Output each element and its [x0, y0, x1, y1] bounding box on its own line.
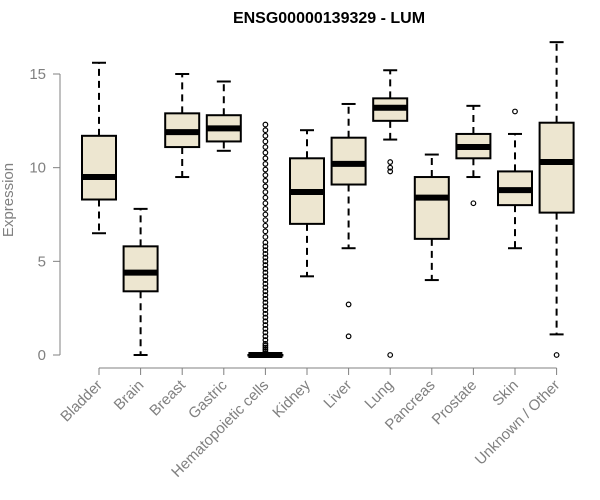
- outlier-point: [262, 250, 269, 257]
- x-tick-label: Brain: [111, 377, 148, 414]
- outlier-point: [262, 277, 269, 283]
- outlier-point: [262, 183, 269, 190]
- outlier-point: [262, 325, 269, 332]
- outlier-point: [262, 239, 269, 246]
- outlier-point: [262, 138, 269, 145]
- outlier-point: [262, 280, 269, 287]
- y-axis-label: Expression: [0, 163, 17, 237]
- outlier-point: [262, 247, 269, 253]
- outlier-point: [262, 269, 269, 276]
- outlier-point: [262, 318, 269, 325]
- outlier-point: [262, 314, 269, 321]
- y-tick-label: 10: [29, 160, 46, 177]
- box-brain: [122, 207, 159, 356]
- outlier-point: [262, 222, 269, 229]
- y-tick-label: 0: [38, 347, 46, 364]
- box-lung: [372, 69, 409, 358]
- outlier-point: [262, 265, 269, 272]
- outlier-point: [262, 295, 269, 302]
- outlier-point: [262, 346, 269, 353]
- box-gastric: [205, 80, 242, 152]
- outlier-point: [262, 166, 269, 173]
- outlier-point: [262, 121, 269, 128]
- outlier-point: [262, 211, 269, 218]
- x-tick-label: Breast: [146, 376, 189, 419]
- box-body: [413, 176, 450, 240]
- outlier-point: [553, 352, 560, 358]
- box-body: [538, 121, 575, 214]
- box-unknown-other: [538, 41, 575, 358]
- outlier-point: [262, 288, 269, 295]
- outlier-point: [262, 258, 269, 265]
- outlier-point: [262, 234, 269, 240]
- outlier-point: [262, 217, 269, 224]
- outlier-point: [262, 194, 269, 201]
- box-liver: [330, 102, 367, 340]
- outlier-point: [262, 127, 269, 134]
- outlier-point: [387, 168, 394, 175]
- box-pancreas: [413, 153, 450, 282]
- outlier-point: [262, 155, 269, 162]
- outlier-point: [345, 301, 352, 308]
- outlier-point: [262, 273, 269, 280]
- outlier-point: [262, 322, 269, 328]
- outlier-point: [262, 303, 269, 310]
- outlier-point: [262, 228, 269, 235]
- box-body: [122, 245, 159, 293]
- outlier-point: [262, 177, 269, 184]
- outlier-point: [262, 161, 269, 167]
- x-tick-label: Lung: [361, 377, 397, 413]
- box-skin: [497, 108, 533, 250]
- outlier-point: [262, 292, 269, 298]
- outlier-point: [512, 108, 518, 115]
- box-hematopoietic-cells: [247, 121, 284, 358]
- outlier-point: [470, 200, 477, 207]
- x-tick-label: Prostate: [429, 377, 481, 429]
- outlier-point: [262, 189, 269, 195]
- x-tick-label: Liver: [320, 377, 355, 412]
- outlier-point: [387, 352, 394, 358]
- outlier-point: [262, 200, 269, 207]
- outlier-point: [262, 299, 269, 306]
- outlier-point: [262, 310, 269, 317]
- outlier-point: [262, 342, 269, 349]
- outlier-point: [262, 262, 269, 268]
- x-tick-label: Kidney: [269, 376, 314, 421]
- outlier-point: [262, 132, 269, 139]
- outlier-point: [262, 333, 269, 340]
- outlier-point: [262, 284, 269, 291]
- outlier-point: [262, 329, 269, 336]
- box-body: [81, 134, 117, 201]
- boxes-group: [81, 41, 575, 358]
- outlier-point: [262, 340, 269, 347]
- outlier-point: [262, 149, 269, 156]
- outlier-point: [345, 333, 352, 340]
- outlier-point: [387, 164, 394, 171]
- chart-title: ENSG00000139329 - LUM: [233, 10, 425, 27]
- outlier-point: [262, 348, 269, 355]
- outlier-point: [262, 350, 269, 357]
- box-breast: [164, 73, 201, 179]
- outlier-point: [262, 144, 269, 150]
- box-kidney: [289, 129, 325, 278]
- y-axis: 0 5 10 15: [29, 66, 61, 364]
- x-tick-label: Skin: [489, 377, 522, 410]
- outlier-point: [262, 344, 269, 351]
- outlier-point: [262, 337, 269, 343]
- outlier-point: [262, 172, 269, 179]
- box-bladder: [81, 61, 117, 235]
- outlier-point: [262, 205, 269, 212]
- y-tick-label: 5: [38, 253, 46, 270]
- x-tick-label: Bladder: [57, 377, 106, 426]
- box-prostate: [455, 104, 492, 207]
- outlier-point: [387, 159, 394, 165]
- outlier-point: [262, 243, 269, 250]
- y-tick-label: 15: [29, 66, 46, 83]
- outlier-point: [262, 307, 269, 313]
- outlier-point: [262, 254, 269, 261]
